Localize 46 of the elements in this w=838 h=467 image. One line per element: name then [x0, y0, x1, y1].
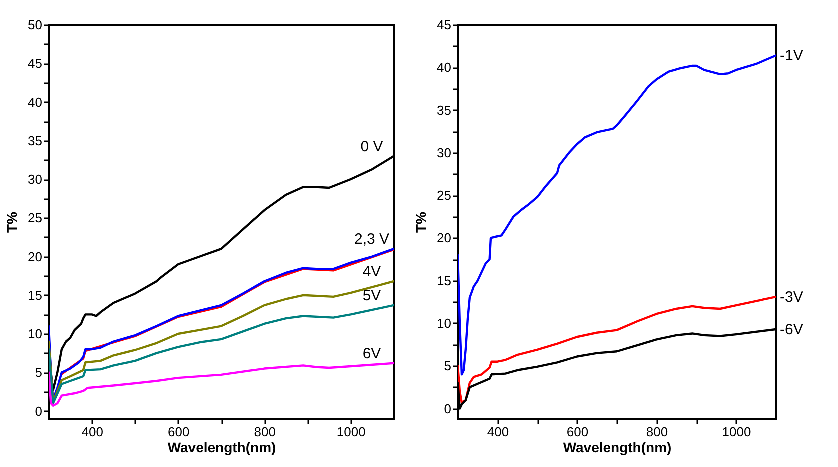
x-axis-title: Wavelength(nm): [168, 440, 276, 456]
line-series: [60, 248, 394, 376]
x-tick-label: 800: [646, 424, 668, 440]
series-label: 0 V: [360, 138, 384, 156]
y-tick-label: 5: [444, 358, 452, 374]
y-tick-label: 30: [437, 145, 452, 160]
y-tick-label: 25: [437, 188, 452, 204]
y-tick-label: 40: [28, 94, 42, 110]
y-tick-label: 0: [35, 404, 42, 419]
series-label: 5V: [362, 287, 382, 304]
x-tick-label: 1000: [336, 424, 366, 440]
series-label: 2,3 V: [354, 231, 390, 248]
series-label: -6V: [780, 321, 804, 338]
series-label: 6V: [362, 345, 382, 362]
series-label: -1V: [780, 48, 804, 65]
y-tick-label: 50: [28, 18, 42, 32]
y-tick-label: 45: [437, 18, 452, 32]
y-tick-label: 10: [437, 316, 452, 331]
y-tick-label: 45: [28, 56, 42, 72]
y-tick-label: 0: [444, 401, 452, 416]
y-tick-label: 20: [437, 230, 452, 246]
y-tick-label: 10: [28, 326, 42, 342]
x-tick-label: 400: [82, 424, 104, 440]
y-tick-label: 35: [437, 102, 452, 118]
x-tick-label: 600: [566, 424, 589, 440]
x-axis-title: Wavelength(nm): [563, 440, 672, 456]
y-tick-label: 25: [28, 210, 42, 226]
line-series: [458, 296, 776, 404]
series-label: 4V: [362, 263, 382, 280]
line-series: [458, 54, 776, 376]
y-tick-label: 15: [437, 273, 452, 288]
x-tick-label: 1000: [722, 424, 752, 440]
y-axis-title: T%: [413, 211, 430, 233]
y-tick-label: 5: [35, 365, 42, 380]
y-tick-label: 35: [28, 133, 42, 148]
y-tick-label: 40: [437, 60, 452, 76]
y-tick-label: 20: [28, 249, 42, 264]
x-tick-label: 600: [168, 424, 190, 440]
line-series: [49, 362, 394, 407]
y-tick-label: 30: [28, 172, 42, 188]
x-tick-label: 400: [487, 424, 510, 440]
series-label: -3V: [780, 289, 804, 306]
line-series: [49, 304, 394, 405]
y-axis-title: T%: [4, 211, 20, 233]
x-tick-label: 800: [254, 424, 276, 440]
y-tick-label: 15: [28, 288, 42, 303]
